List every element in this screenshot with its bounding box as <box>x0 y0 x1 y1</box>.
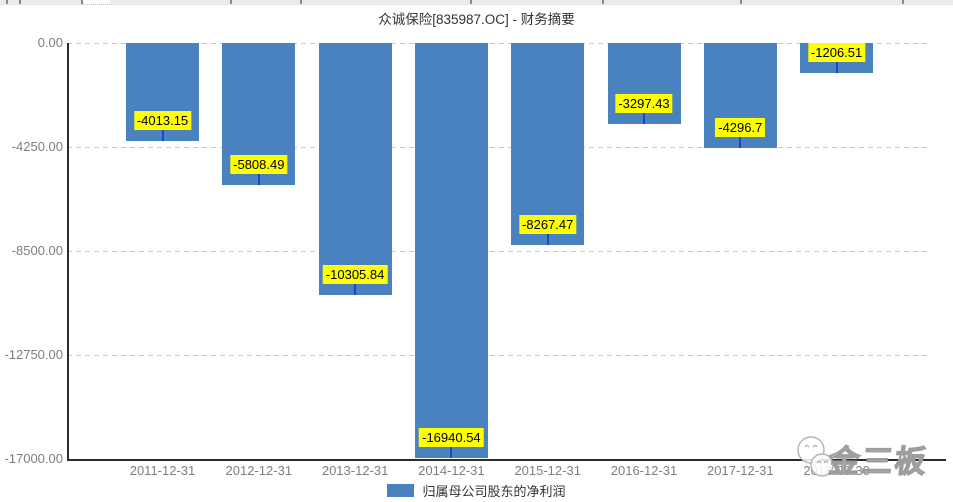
data-label: -16940.54 <box>419 427 484 447</box>
legend-swatch <box>387 484 415 497</box>
y-axis-tick-label: -8500.00 <box>11 243 63 258</box>
x-axis-tick-label: 2012-12-31 <box>225 463 293 478</box>
edge-tick <box>19 0 21 4</box>
data-label-tick <box>835 61 838 73</box>
legend-label: 归属母公司股东的净利润 <box>422 484 566 499</box>
data-label: -4013.15 <box>133 111 192 131</box>
x-axis-tick-label: 2014-12-31 <box>418 463 485 478</box>
bar-2015-12-31[interactable] <box>511 43 585 246</box>
edge-tick <box>602 0 604 4</box>
legend[interactable]: 归属母公司股东的净利润 <box>0 481 953 500</box>
x-axis-tick-label: 2011-12-31 <box>129 463 196 478</box>
x-axis-tick-label: 2018-06-30 <box>803 463 870 478</box>
data-label: -3297.43 <box>615 93 673 113</box>
edge-tick <box>230 0 232 4</box>
chart-title: 众诚保险[835987.OC] - 财务摘要 <box>378 12 575 27</box>
edge-tick <box>470 0 472 4</box>
bar-2014-12-31[interactable] <box>414 43 488 458</box>
y-axis-tick-label: -12750.00 <box>4 347 63 362</box>
data-label: -8267.47 <box>519 215 577 235</box>
x-axis-tick-label: 2016-12-31 <box>610 463 678 478</box>
data-label-tick <box>546 234 549 246</box>
y-axis-tick-label: -4250.00 <box>11 139 63 154</box>
edge-notch <box>82 0 110 5</box>
bar-2013-12-31[interactable] <box>318 43 392 296</box>
edge-tick <box>6 0 8 4</box>
data-label: -10305.84 <box>322 265 388 285</box>
edge-tick <box>902 0 904 4</box>
gridline <box>67 147 929 148</box>
y-axis-tick-label: 0.00 <box>37 35 63 50</box>
x-axis-tick-label: 2017-12-31 <box>707 463 774 478</box>
edge-tick <box>740 0 742 4</box>
data-label-tick <box>354 284 357 296</box>
data-label-tick <box>161 130 164 142</box>
gridline <box>67 43 929 44</box>
data-label: -5808.49 <box>230 155 288 175</box>
data-label-tick <box>643 112 645 124</box>
x-axis-tick-label: 2013-12-31 <box>321 463 389 478</box>
data-label-tick <box>739 137 742 149</box>
x-axis-line <box>67 459 946 461</box>
data-label: -1206.51 <box>807 42 866 62</box>
y-axis-tick-label: -17000.00 <box>4 451 63 466</box>
gridline <box>67 251 929 252</box>
data-label-tick <box>257 174 260 186</box>
y-axis-line <box>67 43 69 459</box>
edge-tick <box>300 0 302 4</box>
x-axis-tick-label: 2015-12-31 <box>514 463 581 478</box>
data-label: -4296.7 <box>715 118 766 138</box>
edge-tick <box>81 0 83 4</box>
browser-edge-strip <box>0 0 953 5</box>
gridline <box>67 355 929 356</box>
data-label-tick <box>450 446 453 458</box>
